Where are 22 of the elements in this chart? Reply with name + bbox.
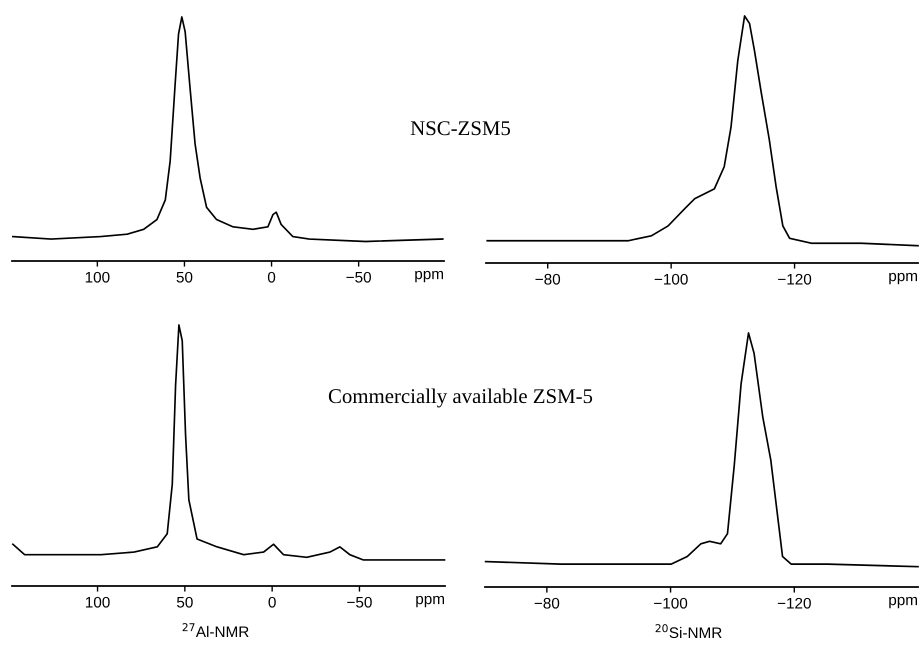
x-tick-label: −80 xyxy=(534,598,560,609)
x-axis-title: ppm xyxy=(415,270,443,282)
x-tick-label: 100 xyxy=(86,272,110,283)
x-tick-label: −100 xyxy=(654,598,688,609)
x-tick-label: 50 xyxy=(176,596,193,608)
x-tick-label: −120 xyxy=(778,274,812,285)
x-tick-label: 0 xyxy=(268,272,276,283)
x-tick-label: −50 xyxy=(346,272,372,283)
x-tick-label: −120 xyxy=(778,598,811,609)
x-tick-label: 100 xyxy=(86,596,110,608)
x-tick-label: −80 xyxy=(536,274,560,285)
x-tick-label: −100 xyxy=(654,274,688,285)
x-tick-label: −50 xyxy=(347,596,372,608)
x-axis-title: ppm xyxy=(889,596,917,608)
x-axis-title: ppm xyxy=(889,272,917,284)
text: $^{20}$Si-NMR xyxy=(656,624,722,638)
x-axis-title: ppm xyxy=(416,596,444,608)
text: NSC-ZSM5 xyxy=(410,121,510,136)
text: $^{27}$Al-NMR xyxy=(182,623,249,637)
x-tick-label: 50 xyxy=(176,272,192,283)
x-tick-label: 0 xyxy=(268,596,276,608)
text: Commercially available ZSM-5 xyxy=(328,388,592,408)
